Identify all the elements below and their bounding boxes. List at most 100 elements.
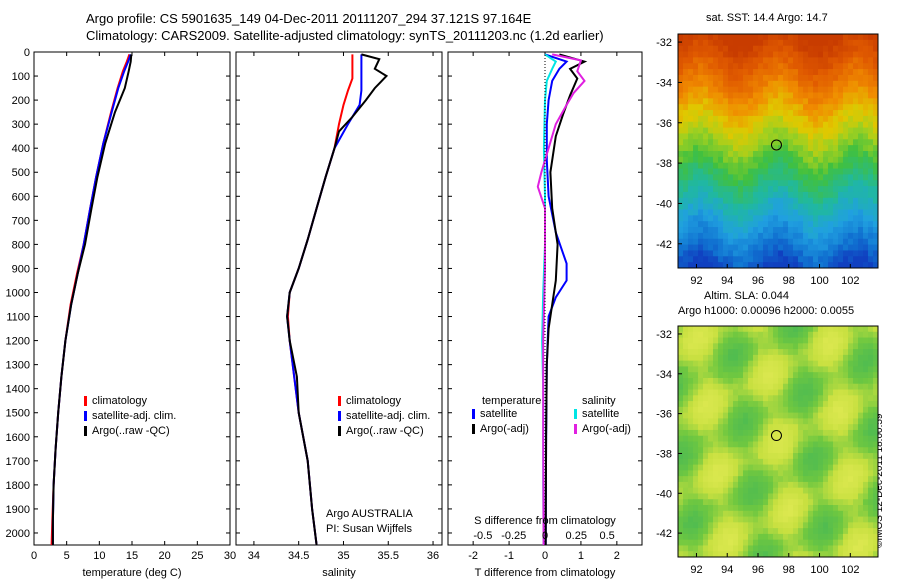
sst-cell xyxy=(718,69,724,76)
sst-cell xyxy=(698,139,704,146)
sla-cell xyxy=(743,510,749,518)
sst-cell xyxy=(693,92,699,99)
sst-cell xyxy=(713,168,719,175)
sla-cell xyxy=(723,533,729,541)
sla-cell xyxy=(683,464,689,471)
diff-series-line xyxy=(544,53,588,546)
sla-cell xyxy=(748,412,754,419)
sst-cell xyxy=(868,51,874,58)
sla-cell xyxy=(818,326,824,333)
sst-cell xyxy=(828,92,834,99)
sst-cell xyxy=(828,39,834,47)
sla-cell xyxy=(703,487,709,494)
sla-cell xyxy=(823,349,829,356)
sst-cell xyxy=(853,86,859,93)
sla-cell xyxy=(743,349,749,356)
sla-cell xyxy=(873,389,879,396)
sst-cell xyxy=(703,63,709,70)
sst-cell xyxy=(828,221,834,228)
sla-cell xyxy=(863,406,869,414)
sst-cell xyxy=(738,115,744,123)
sst-cell xyxy=(718,151,724,158)
sla-cell xyxy=(708,481,714,489)
sst-cell xyxy=(808,238,814,246)
sla-cell xyxy=(793,470,799,477)
sla-cell xyxy=(813,533,819,541)
sla-cell xyxy=(793,539,799,546)
sst-cell xyxy=(843,227,849,234)
sst-cell xyxy=(703,92,709,99)
sla-cell xyxy=(793,372,799,379)
sst-cell xyxy=(793,110,799,117)
sla-cell xyxy=(788,487,794,494)
depth-tick-label: 900 xyxy=(12,263,30,275)
sla-cell xyxy=(773,476,779,483)
sst-cell xyxy=(708,86,714,93)
sst-cell xyxy=(858,63,864,70)
sst-cell xyxy=(723,86,729,93)
sst-cell xyxy=(803,162,809,170)
sst-cell xyxy=(763,156,769,164)
sst-cell xyxy=(858,221,864,228)
sst-cell xyxy=(678,262,684,269)
sla-cell xyxy=(843,424,849,431)
sla-cell xyxy=(858,510,864,518)
sla-cell xyxy=(708,516,714,523)
sst-cell xyxy=(748,69,754,76)
sst-cell xyxy=(728,209,734,216)
sst-cell xyxy=(848,139,854,146)
sla-cell xyxy=(833,487,839,494)
sst-cell xyxy=(863,51,869,58)
sst-cell xyxy=(853,69,859,76)
sst-cell xyxy=(743,139,749,146)
sst-cell xyxy=(788,250,794,257)
sst-cell xyxy=(683,197,689,205)
sla-cell xyxy=(798,360,804,367)
sst-cell xyxy=(853,250,859,257)
sst-cell xyxy=(828,34,834,41)
sla-cell xyxy=(738,481,744,489)
sla-cell xyxy=(833,337,839,344)
sst-cell xyxy=(703,139,709,146)
sla-cell xyxy=(708,470,714,477)
sst-cell xyxy=(713,244,719,251)
sst-cell xyxy=(833,115,839,123)
sst-cell xyxy=(708,168,714,175)
sst-cell xyxy=(828,45,834,53)
depth-tick-label: 1500 xyxy=(6,408,30,420)
sla-xtick-label: 92 xyxy=(690,564,702,576)
sla-cell xyxy=(793,481,799,489)
sla-cell xyxy=(768,331,774,339)
sst-cell xyxy=(808,168,814,175)
sla-cell xyxy=(768,453,774,460)
sla-cell xyxy=(823,389,829,396)
sla-cell xyxy=(828,441,834,448)
sla-cell xyxy=(793,343,799,350)
sst-cell xyxy=(718,221,724,228)
sst-cell xyxy=(873,203,879,210)
sla-cell xyxy=(808,326,814,333)
sla-cell xyxy=(738,516,744,523)
sst-cell xyxy=(863,57,869,64)
diff-series-line xyxy=(536,53,586,546)
sla-cell xyxy=(828,366,834,373)
sst-cell xyxy=(708,232,714,240)
sst-cell xyxy=(873,86,879,93)
sla-cell xyxy=(708,545,714,552)
sst-cell xyxy=(843,51,849,58)
sst-cell xyxy=(863,262,869,269)
sst-cell xyxy=(783,162,789,170)
sst-cell xyxy=(683,250,689,257)
sla-cell xyxy=(773,343,779,350)
sst-cell xyxy=(743,127,749,134)
sst-cell xyxy=(753,215,759,222)
sst-cell xyxy=(868,256,874,263)
sst-cell xyxy=(838,162,844,170)
sla-cell xyxy=(688,424,694,431)
sst-cell xyxy=(738,174,744,181)
diff-xtick-label: -2 xyxy=(468,550,478,562)
sla-cell xyxy=(833,476,839,483)
sla-cell xyxy=(793,366,799,373)
sst-cell xyxy=(763,232,769,240)
sla-cell xyxy=(838,522,844,529)
